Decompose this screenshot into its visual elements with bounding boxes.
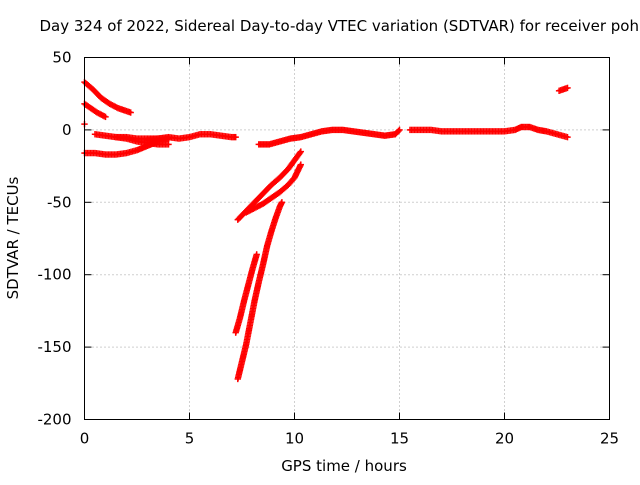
data-point [278, 199, 286, 206]
data-point [297, 148, 304, 155]
data-point [165, 141, 172, 148]
data-marks [81, 78, 571, 383]
grid [84, 57, 610, 420]
y-tick-label: -150 [37, 338, 71, 356]
y-tick-label: -100 [37, 266, 71, 284]
x-tick-label: 25 [600, 430, 619, 448]
y-axis-label: SDTVAR / TECUs [4, 176, 22, 299]
series-arc-10 [232, 251, 260, 336]
y-tick-label: 50 [52, 49, 71, 67]
chart-title: Day 324 of 2022, Sidereal Day-to-day VTE… [39, 17, 640, 35]
data-point [127, 109, 134, 116]
data-point [395, 127, 402, 135]
y-tick-label: -50 [47, 193, 72, 211]
data-point [296, 149, 304, 157]
x-tick-label: 10 [285, 430, 304, 448]
data-point [564, 133, 571, 141]
series-arc-12 [406, 123, 571, 141]
x-axis-label: GPS time / hours [281, 457, 407, 475]
series-arc-11 [234, 199, 286, 383]
x-tick-label: 20 [495, 430, 514, 448]
y-tick-label: 0 [62, 121, 72, 139]
series-arc-7 [255, 126, 403, 148]
x-tick-label: 5 [185, 430, 195, 448]
y-tick-label: -200 [37, 411, 71, 429]
plot-frame [84, 57, 610, 420]
series-arc-9 [243, 161, 304, 216]
data-point [102, 113, 109, 121]
series-arc-8 [234, 148, 304, 223]
x-tick-label: 0 [80, 430, 90, 448]
data-point [564, 84, 571, 92]
data-point [297, 161, 304, 168]
series-arc-6 [144, 131, 239, 144]
data-point [396, 126, 403, 134]
x-tick-label: 15 [390, 430, 409, 448]
data-point [232, 133, 239, 141]
series-arc-13 [555, 84, 571, 95]
data-point [253, 251, 260, 258]
